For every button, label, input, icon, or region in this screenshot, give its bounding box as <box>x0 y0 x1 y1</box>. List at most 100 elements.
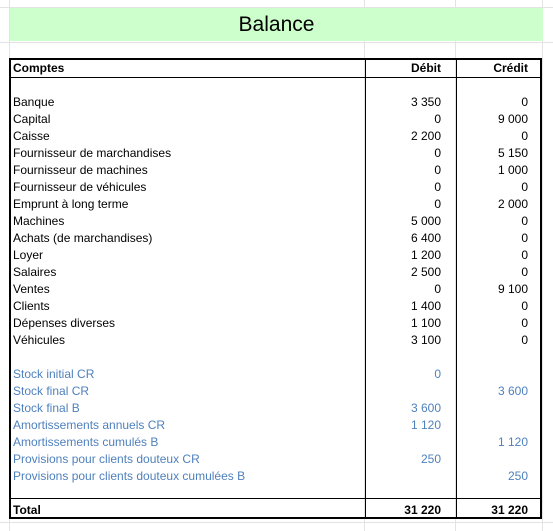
table-row: Provisions pour clients douteux cumulées… <box>11 468 540 485</box>
account-name-cell[interactable]: Amortissements annuels CR <box>13 418 166 432</box>
debit-cell[interactable]: 6 400 <box>410 231 441 245</box>
credit-cell[interactable]: 9 000 <box>497 112 528 126</box>
column-header-debit[interactable]: Débit <box>411 61 441 75</box>
table-row: Salaires 2 500 0 <box>11 264 540 281</box>
total-label[interactable]: Total <box>13 503 41 517</box>
account-name-cell[interactable]: Capital <box>13 112 51 126</box>
gridline <box>0 42 553 43</box>
account-name-cell[interactable]: Ventes <box>13 282 50 296</box>
header-divider <box>11 77 540 78</box>
credit-cell[interactable]: 0 <box>521 129 528 143</box>
table-row: Machines 5 000 0 <box>11 213 540 230</box>
debit-cell[interactable] <box>369 434 441 451</box>
credit-cell[interactable] <box>459 451 528 468</box>
account-name-cell[interactable]: Véhicules <box>13 333 66 347</box>
account-name-cell[interactable]: Stock final CR <box>13 384 90 398</box>
table-row: Emprunt à long terme 0 2 000 <box>11 196 540 213</box>
credit-cell[interactable] <box>459 417 528 434</box>
table-row: Véhicules 3 100 0 <box>11 332 540 349</box>
account-name-cell[interactable]: Machines <box>13 214 65 228</box>
gridline <box>0 7 553 8</box>
debit-cell[interactable]: 0 <box>434 180 441 194</box>
account-name-cell[interactable]: Stock initial CR <box>13 367 95 381</box>
table-row: Stock initial CR 0 <box>11 366 540 383</box>
account-name-cell[interactable]: Fournisseur de machines <box>13 163 148 177</box>
table-row: Fournisseur de marchandises 0 5 150 <box>11 145 540 162</box>
account-name-cell[interactable]: Achats (de marchandises) <box>13 231 153 245</box>
credit-cell[interactable] <box>459 366 528 383</box>
table-row: Provisions pour clients douteux CR 250 <box>11 451 540 468</box>
column-header-account[interactable]: Comptes <box>13 61 65 75</box>
total-debit[interactable]: 31 220 <box>404 503 441 517</box>
credit-cell[interactable] <box>459 400 528 417</box>
credit-cell[interactable]: 9 100 <box>497 282 528 296</box>
credit-cell[interactable]: 0 <box>521 248 528 262</box>
credit-cell[interactable]: 1 000 <box>497 163 528 177</box>
account-name-cell[interactable]: Provisions pour clients douteux CR <box>13 452 200 466</box>
total-row: Total 31 220 31 220 <box>11 502 540 519</box>
debit-cell[interactable]: 0 <box>434 112 441 126</box>
account-name-cell[interactable]: Clients <box>13 299 50 313</box>
debit-cell[interactable]: 0 <box>434 282 441 296</box>
credit-cell[interactable]: 0 <box>521 333 528 347</box>
table-row: Fournisseur de véhicules 0 0 <box>11 179 540 196</box>
column-divider <box>365 60 366 517</box>
account-name-cell[interactable]: Provisions pour clients douteux cumulées… <box>13 469 246 483</box>
debit-cell[interactable] <box>369 468 441 485</box>
credit-cell[interactable]: 250 <box>507 469 528 483</box>
debit-cell[interactable]: 0 <box>434 163 441 177</box>
debit-cell[interactable]: 0 <box>434 197 441 211</box>
account-name-cell[interactable]: Banque <box>13 95 55 109</box>
debit-cell[interactable]: 3 350 <box>410 95 441 109</box>
credit-cell[interactable]: 0 <box>521 299 528 313</box>
table-row: Stock final CR 3 600 <box>11 383 540 400</box>
table-row: Ventes 0 9 100 <box>11 281 540 298</box>
sheet-title[interactable]: Balance <box>10 8 543 41</box>
credit-cell[interactable]: 0 <box>521 180 528 194</box>
account-name-cell[interactable]: Fournisseur de marchandises <box>13 146 172 160</box>
account-name-cell[interactable]: Dépenses diverses <box>13 316 116 330</box>
credit-cell[interactable]: 2 000 <box>497 197 528 211</box>
account-name-cell[interactable]: Fournisseur de véhicules <box>13 180 147 194</box>
gridline <box>0 522 553 523</box>
header-row: Comptes Débit Crédit <box>11 60 540 77</box>
table-row: Caisse 2 200 0 <box>11 128 540 145</box>
credit-cell[interactable]: 0 <box>521 95 528 109</box>
debit-cell[interactable]: 2 500 <box>410 265 441 279</box>
total-credit[interactable]: 31 220 <box>491 503 528 517</box>
table-row: Banque 3 350 0 <box>11 94 540 111</box>
debit-cell[interactable]: 0 <box>434 367 441 381</box>
credit-cell[interactable]: 5 150 <box>497 146 528 160</box>
account-name-cell[interactable]: Salaires <box>13 265 57 279</box>
debit-cell[interactable]: 3 100 <box>410 333 441 347</box>
credit-cell[interactable]: 0 <box>521 231 528 245</box>
column-header-credit[interactable]: Crédit <box>493 61 528 75</box>
table-row: Loyer 1 200 0 <box>11 247 540 264</box>
debit-cell[interactable]: 0 <box>434 146 441 160</box>
credit-cell[interactable]: 0 <box>521 316 528 330</box>
table-row: Capital 0 9 000 <box>11 111 540 128</box>
debit-cell[interactable]: 1 120 <box>410 418 441 432</box>
credit-cell[interactable]: 1 120 <box>497 435 528 449</box>
debit-cell[interactable]: 1 100 <box>410 316 441 330</box>
account-name-cell[interactable]: Stock final B <box>13 401 80 415</box>
debit-cell[interactable]: 250 <box>420 452 441 466</box>
account-name-cell[interactable]: Caisse <box>13 129 50 143</box>
credit-cell[interactable]: 3 600 <box>497 384 528 398</box>
debit-cell[interactable]: 3 600 <box>410 401 441 415</box>
balance-table: Comptes Débit Crédit Banque 3 350 0 Capital… <box>9 58 542 519</box>
debit-cell[interactable]: 1 200 <box>410 248 441 262</box>
debit-cell[interactable] <box>369 383 441 400</box>
debit-cell[interactable]: 5 000 <box>410 214 441 228</box>
debit-cell[interactable]: 1 400 <box>410 299 441 313</box>
account-name-cell[interactable]: Amortissements cumulés B <box>13 435 159 449</box>
gridline <box>364 0 365 531</box>
total-divider <box>11 498 540 499</box>
table-row: Stock final B 3 600 <box>11 400 540 417</box>
credit-cell[interactable]: 0 <box>521 265 528 279</box>
column-divider <box>456 60 457 517</box>
credit-cell[interactable]: 0 <box>521 214 528 228</box>
account-name-cell[interactable]: Loyer <box>13 248 44 262</box>
debit-cell[interactable]: 2 200 <box>410 129 441 143</box>
account-name-cell[interactable]: Emprunt à long terme <box>13 197 129 211</box>
